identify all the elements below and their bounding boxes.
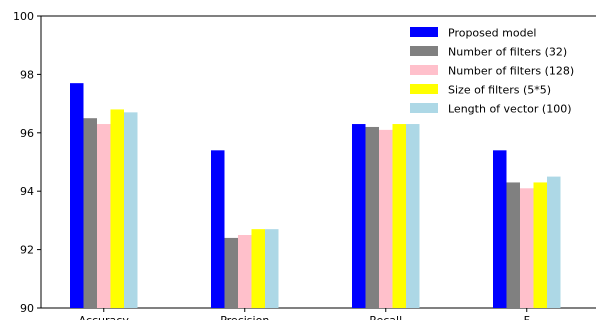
bar-recall-series-2 <box>379 129 393 308</box>
legend-swatch <box>410 84 438 94</box>
bar-precision-series-3 <box>251 229 265 308</box>
legend-swatch <box>410 103 438 113</box>
legend-label: Proposed model <box>448 27 536 40</box>
tick-labels: 90 92 94 96 98 100 Accuracy Precision Recall F <box>13 10 530 320</box>
x-tick-label: F <box>524 314 530 320</box>
bar-recall-series-1 <box>365 126 379 309</box>
legend-label: Number of filters (128) <box>448 65 574 78</box>
y-tick-label: 100 <box>13 10 34 23</box>
x-tick-label: Precision <box>220 314 269 320</box>
bar-precision-series-0 <box>211 150 225 308</box>
bar-f-series-2 <box>520 188 534 308</box>
bar-recall-series-0 <box>352 124 366 308</box>
y-tick-label: 92 <box>20 244 34 257</box>
legend-label: Number of filters (32) <box>448 46 567 59</box>
bar-recall-series-4 <box>406 124 420 308</box>
x-tick-label: Recall <box>369 314 402 320</box>
legend-swatch <box>410 27 438 37</box>
bar-f-series-4 <box>547 176 561 308</box>
legend-swatch <box>410 65 438 75</box>
y-tick-label: 96 <box>20 127 34 140</box>
bar-accuracy-series-0 <box>70 83 84 308</box>
legend-label: Length of vector (100) <box>448 103 572 116</box>
bar-f-series-0 <box>493 150 507 308</box>
legend-label: Size of filters (5*5) <box>448 84 551 97</box>
y-tick-label: 90 <box>20 302 34 315</box>
bar-recall-series-3 <box>392 124 406 308</box>
legend-swatch <box>410 46 438 56</box>
legend: Proposed model Number of filters (32) Numb… <box>410 27 574 116</box>
bar-f-series-3 <box>533 182 547 308</box>
bar-precision-series-4 <box>265 229 279 308</box>
bar-accuracy-series-2 <box>97 124 111 308</box>
bar-precision-series-1 <box>224 237 238 308</box>
bar-f-series-1 <box>506 182 520 308</box>
bar-precision-series-2 <box>238 235 252 308</box>
bars <box>70 83 561 309</box>
y-tick-label: 94 <box>20 185 34 198</box>
bar-accuracy-series-4 <box>124 112 138 308</box>
x-tick-label: Accuracy <box>79 314 130 320</box>
bar-accuracy-series-1 <box>83 118 97 308</box>
bar-accuracy-series-3 <box>110 109 124 308</box>
y-tick-label: 98 <box>20 68 34 81</box>
